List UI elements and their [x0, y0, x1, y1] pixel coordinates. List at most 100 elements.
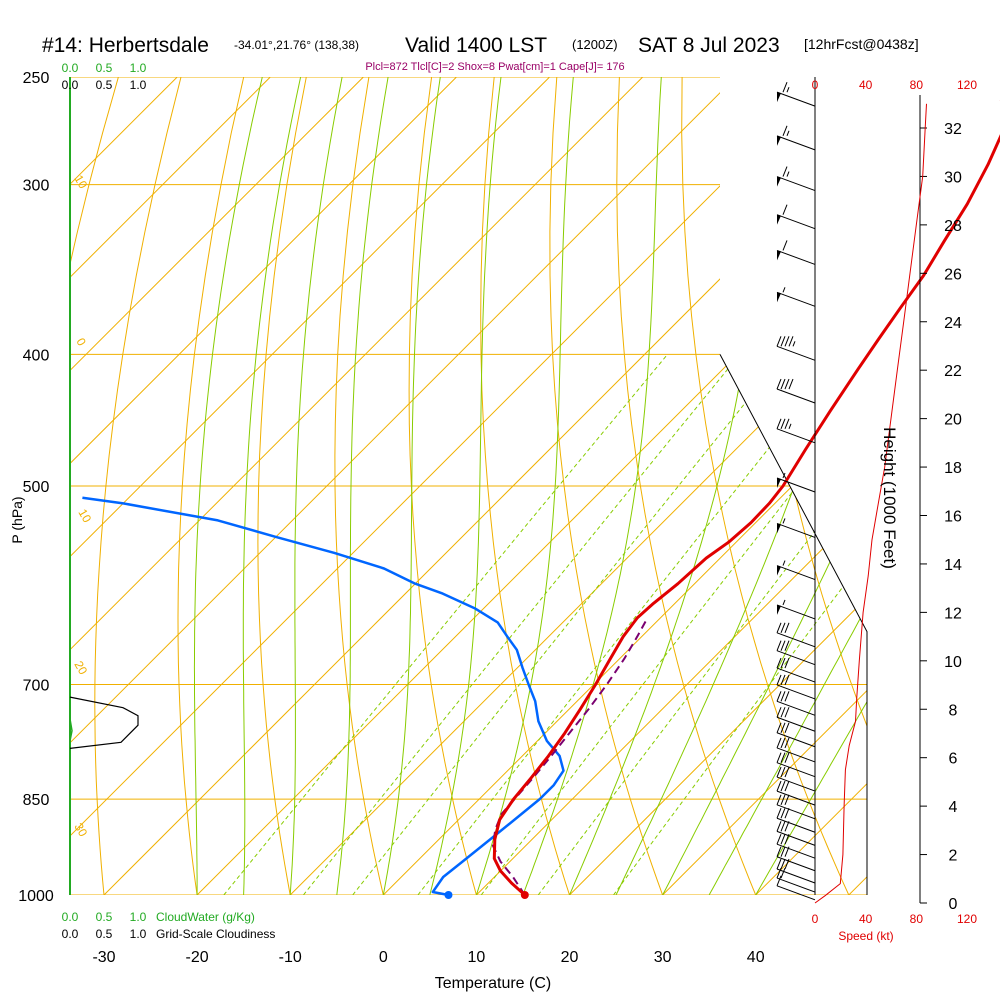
wind-barb-flag — [780, 780, 786, 792]
cloudiness-scale-top: 1.0 — [130, 78, 147, 92]
wind-barb-flag — [780, 766, 786, 778]
wind-barb-shaft — [776, 388, 816, 404]
wind-barb-flag — [776, 674, 782, 686]
wind-barb-flag — [776, 657, 782, 669]
wind-barb — [776, 867, 816, 893]
wind-barb-flag — [776, 794, 782, 806]
dry-adiabat — [257, 77, 307, 895]
theta-label: 10 — [75, 507, 94, 526]
surface-dewpoint-point — [444, 891, 453, 899]
wind-barb-flag — [776, 821, 782, 832]
wind-barb-flag — [776, 858, 782, 870]
isotherm-line — [662, 77, 867, 895]
y-axis-label: P (hPa) — [9, 496, 25, 543]
wind-barb — [776, 418, 816, 444]
wind-barb — [776, 599, 816, 620]
wind-barb — [776, 722, 816, 748]
wind-barb-half-flag — [786, 130, 790, 137]
wind-barb-flag — [788, 378, 794, 390]
wind-barb-pennant — [777, 478, 781, 488]
wind-speed-tick-bottom: 80 — [910, 912, 924, 926]
cloudiness-scale-bottom: 0.5 — [96, 927, 113, 941]
cloudwater-scale-top: 1.0 — [130, 61, 147, 75]
wind-barb-flag — [782, 166, 788, 177]
moist-adiabat — [193, 77, 263, 895]
pressure-tick-label: 300 — [23, 178, 50, 195]
height-axis-label: Height (1000 Feet) — [880, 427, 899, 569]
plot-right-boundary — [719, 354, 868, 895]
wind-barb-shaft — [776, 817, 816, 833]
cloudiness-line — [69, 696, 139, 749]
height-tick-label: 12 — [944, 605, 962, 622]
wind-barb — [776, 287, 816, 307]
wind-barb-flag — [784, 808, 790, 819]
wind-barb-flag — [776, 808, 782, 819]
stability-indices: Plcl=872 Tlcl[C]=2 Shox=8 Pwat[cm]=1 Cap… — [365, 61, 624, 73]
wind-barb-half-flag — [792, 341, 796, 347]
wind-barb-flag — [784, 418, 790, 429]
axes-labels: 250 300 400 500 700 850 1000 -30 -20 -10 0 10 20 30 40… — [18, 61, 764, 966]
wind-barb — [776, 846, 816, 872]
wind-barb-flag — [780, 722, 786, 733]
moist-adiabat — [475, 77, 574, 895]
wind-barb — [776, 737, 816, 763]
cloudwater-scale-bottom: 1.0 — [130, 910, 147, 924]
wind-barb-flag — [780, 418, 786, 429]
wind-barb-flag — [784, 833, 790, 845]
theta-label: 10 — [71, 173, 90, 192]
wind-barb-flag — [780, 336, 786, 347]
isotherm-line — [70, 77, 644, 895]
surface-temperature-point — [520, 891, 529, 899]
wind-barb — [776, 794, 816, 820]
mixing-ratio-line — [613, 353, 867, 895]
forecast-run: [12hrFcst@0438z] — [804, 36, 919, 52]
height-tick-label: 26 — [944, 266, 962, 283]
wind-barb-flag — [776, 722, 782, 733]
height-tick-label: 0 — [949, 896, 958, 913]
pressure-tick-label: 1000 — [18, 888, 54, 905]
wind-barb-shaft — [776, 345, 816, 361]
wind-barb-flag — [780, 707, 786, 718]
wind-barb — [776, 336, 816, 361]
station-location: -34.01°,21.76° (138,38) — [234, 38, 359, 52]
dewpoint-trace — [82, 496, 565, 897]
cloudwater-label: CloudWater (g/Kg) — [156, 910, 255, 924]
pressure-tick-label: 400 — [23, 347, 50, 364]
wind-barb-half-flag — [786, 171, 790, 177]
wind-barb-shaft — [776, 877, 816, 893]
parcel-trace — [492, 617, 649, 896]
wind-barb-flag — [776, 707, 782, 718]
isotherm-line — [70, 77, 271, 895]
pressure-tick-label: 250 — [23, 70, 50, 87]
isotherm-line — [289, 77, 867, 895]
dry-adiabat — [480, 77, 570, 895]
wind-barb-pennant — [777, 135, 781, 146]
wind-barb-pennant — [777, 523, 781, 534]
wind-barb-flag — [780, 737, 786, 749]
cloudiness-profile — [69, 696, 139, 749]
wind-barb-flag — [776, 378, 782, 390]
wind-barb-flag — [782, 125, 788, 137]
wind-barb-flag — [776, 640, 782, 651]
wind-barb-flag — [784, 691, 790, 702]
mixing-ratio-line — [352, 353, 785, 895]
height-tick-label: 4 — [949, 799, 958, 816]
wind-barb-shaft — [776, 522, 816, 538]
wind-barb-flag — [782, 81, 788, 93]
mixing-ratio-line — [417, 353, 844, 895]
wind-barb — [776, 472, 816, 493]
wind-panel: 0040408080120120024681012141618202224262… — [776, 77, 977, 926]
temperature-tick-label: 20 — [561, 949, 579, 966]
wind-barb-flag — [784, 722, 790, 733]
wind-barb-shaft — [776, 804, 816, 820]
wind-barb — [776, 166, 816, 192]
wind-barb — [776, 833, 816, 859]
wind-barb-flag — [780, 378, 786, 390]
wind-barb — [776, 378, 816, 404]
wind-barb-shaft — [776, 604, 816, 620]
height-tick-label: 32 — [944, 121, 962, 138]
wind-barb-shaft — [776, 830, 816, 846]
wind-barb-pennant — [777, 292, 781, 303]
wind-barb-flag — [776, 622, 782, 633]
